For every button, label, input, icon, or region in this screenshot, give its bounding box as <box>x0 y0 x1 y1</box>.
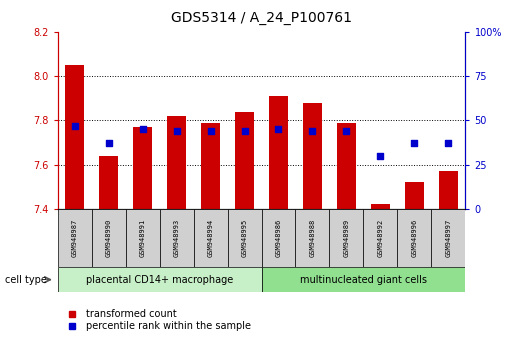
Text: GSM948991: GSM948991 <box>140 219 145 257</box>
Bar <box>58 209 92 267</box>
Bar <box>262 209 295 267</box>
Point <box>70 123 78 129</box>
Bar <box>363 209 397 267</box>
Text: GSM948994: GSM948994 <box>208 219 213 257</box>
Point <box>241 128 249 134</box>
Bar <box>92 209 126 267</box>
Point <box>138 126 146 132</box>
Point <box>377 153 385 159</box>
Bar <box>160 209 194 267</box>
Bar <box>194 209 228 267</box>
Bar <box>201 122 220 209</box>
Text: GSM948990: GSM948990 <box>106 219 111 257</box>
Bar <box>99 156 118 209</box>
Bar <box>133 127 152 209</box>
Bar <box>126 209 160 267</box>
Point <box>445 141 453 146</box>
Bar <box>405 182 424 209</box>
Text: GDS5314 / A_24_P100761: GDS5314 / A_24_P100761 <box>171 11 352 25</box>
Bar <box>303 103 322 209</box>
Point <box>411 141 419 146</box>
Text: GSM948996: GSM948996 <box>412 219 417 257</box>
Bar <box>431 209 465 267</box>
Point <box>173 128 181 134</box>
Bar <box>329 209 363 267</box>
Bar <box>371 205 390 209</box>
Point <box>105 141 113 146</box>
Text: GSM948987: GSM948987 <box>72 219 77 257</box>
Text: cell type: cell type <box>5 275 47 285</box>
Bar <box>269 96 288 209</box>
Bar <box>295 209 329 267</box>
Text: GSM948997: GSM948997 <box>446 219 451 257</box>
Text: placental CD14+ macrophage: placental CD14+ macrophage <box>86 275 233 285</box>
Text: GSM948989: GSM948989 <box>344 219 349 257</box>
Text: GSM948986: GSM948986 <box>276 219 281 257</box>
Bar <box>262 267 465 292</box>
Legend: transformed count, percentile rank within the sample: transformed count, percentile rank withi… <box>62 309 251 331</box>
Text: GSM948988: GSM948988 <box>310 219 315 257</box>
Bar <box>397 209 431 267</box>
Point <box>343 128 351 134</box>
Bar <box>167 116 186 209</box>
Point <box>206 128 215 134</box>
Bar <box>228 209 262 267</box>
Text: GSM948995: GSM948995 <box>242 219 247 257</box>
Bar <box>65 65 84 209</box>
Point <box>275 126 283 132</box>
Bar <box>58 267 262 292</box>
Point <box>309 128 317 134</box>
Bar <box>235 112 254 209</box>
Bar <box>439 171 458 209</box>
Text: GSM948993: GSM948993 <box>174 219 179 257</box>
Text: GSM948992: GSM948992 <box>378 219 383 257</box>
Bar <box>337 122 356 209</box>
Text: multinucleated giant cells: multinucleated giant cells <box>300 275 427 285</box>
